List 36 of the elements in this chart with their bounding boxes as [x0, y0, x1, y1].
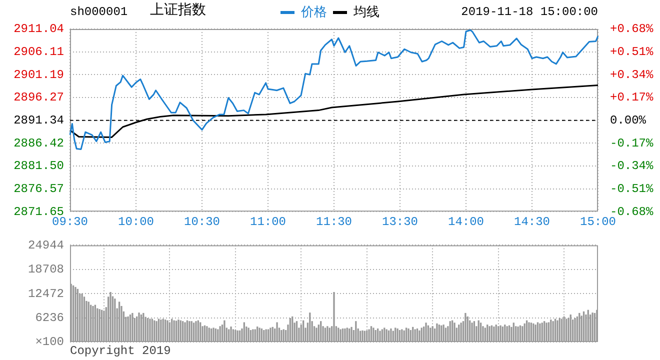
y-tick-label: 18708: [28, 262, 64, 277]
y2-tick-label: 0.00%: [610, 113, 647, 128]
x-tick-label: 11:00: [250, 214, 286, 229]
legend-label: 均线: [352, 4, 380, 20]
x-tick-label: 14:00: [448, 214, 484, 229]
y-tick-label: 2881.50: [14, 159, 64, 174]
x-tick-label: 10:00: [118, 214, 154, 229]
text: 2019-11-18 15:00:00: [461, 5, 598, 19]
x-tick-label: 13:30: [382, 214, 418, 229]
text: Copyright 2019: [70, 344, 171, 358]
chart-subtitle: sh000001: [70, 5, 128, 19]
x-tick-label: 09:30: [52, 214, 88, 229]
x-tick-label: 10:30: [184, 214, 220, 229]
y2-tick-label: -0.34%: [610, 159, 654, 174]
x-tick-label: 15:00: [580, 214, 616, 229]
y-tick-label: 2891.34: [14, 113, 64, 128]
y2-tick-label: +0.51%: [610, 44, 654, 59]
y-tick-label: 2906.11: [14, 45, 64, 60]
x-tick-label: 11:30: [316, 214, 352, 229]
y2-tick-label: +0.17%: [610, 90, 654, 105]
y-tick-label: 2886.42: [14, 136, 64, 150]
y-tick-label: 2876.57: [14, 182, 64, 196]
y-tick-label: 6236: [35, 310, 64, 325]
y2-tick-label: +0.34%: [610, 68, 654, 82]
y2-tick-label: -0.17%: [610, 136, 654, 150]
y-tick-label: 2911.04: [14, 22, 64, 36]
y-tick-label: 2901.19: [14, 68, 64, 82]
y2-tick-label: +0.68%: [610, 22, 654, 36]
y-tick-label: 2896.27: [14, 90, 64, 105]
x-tick-label: 14:30: [514, 214, 550, 229]
y-tick-label: 12472: [28, 286, 64, 301]
y-tick-label: 24944: [28, 238, 64, 252]
y-axis-title: ×100: [35, 335, 64, 350]
legend-label: 价格: [300, 4, 327, 20]
y2-tick-label: -0.51%: [610, 182, 654, 196]
chart-title: 上证指数: [150, 2, 206, 18]
